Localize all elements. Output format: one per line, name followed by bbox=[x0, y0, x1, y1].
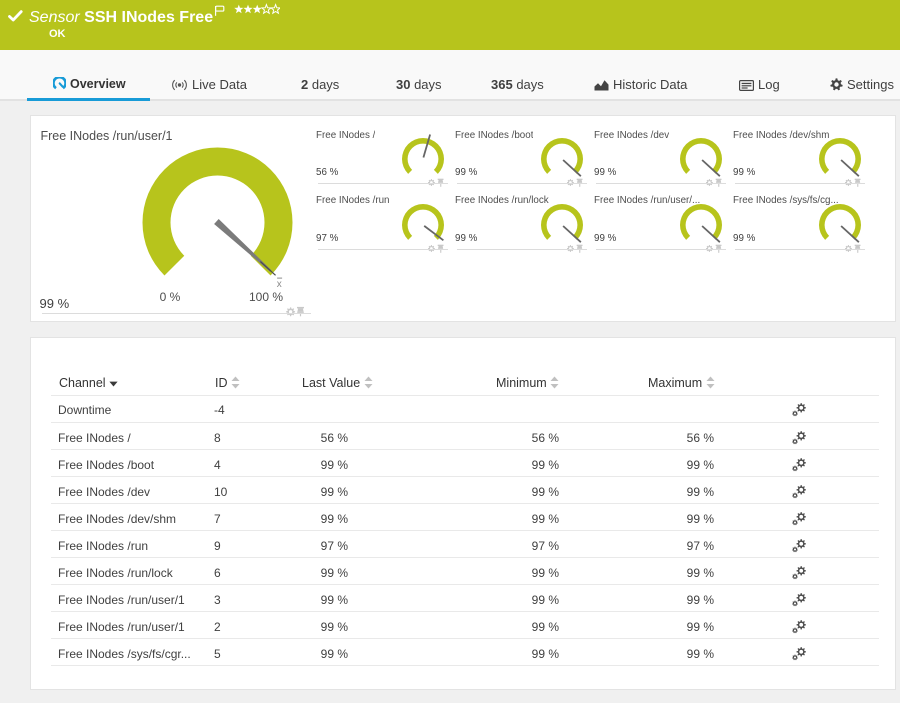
svg-text:x: x bbox=[277, 279, 282, 290]
